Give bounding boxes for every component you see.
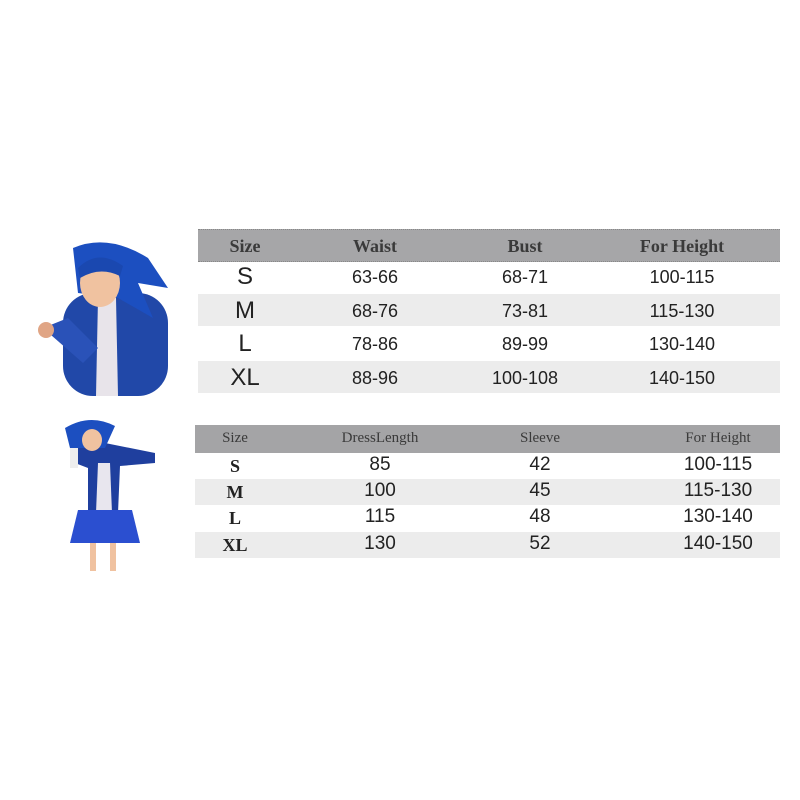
size-cell: M: [235, 297, 255, 324]
size-cell: XL: [222, 535, 248, 555]
value-cell: 85: [369, 454, 391, 475]
table-row: S 63-66 68-71 100-115: [198, 260, 780, 292]
size-cell: L: [228, 508, 242, 528]
column-header: Waist: [352, 236, 398, 256]
table-row: XL 130 52 140-150: [195, 532, 780, 558]
value-cell: 130-140: [648, 334, 716, 354]
size-chart-table-1: Size Waist Bust For Height S 63-66 68-71 100-11…: [198, 229, 780, 393]
size-cell: M: [226, 482, 244, 502]
value-cell: 52: [529, 533, 551, 554]
value-cell: 68-76: [351, 301, 399, 321]
value-cell: 130: [364, 533, 396, 554]
column-header: Bust: [507, 236, 543, 256]
value-cell: 68-71: [501, 267, 549, 287]
value-cell: 48: [529, 506, 551, 527]
column-header: For Height: [685, 430, 751, 446]
table-row: S 85 42 100-115: [195, 453, 780, 479]
boy-costume-photo: [38, 242, 168, 396]
value-cell: 100-115: [649, 267, 715, 287]
size-cell: L: [238, 330, 252, 357]
value-cell: 78-86: [351, 334, 399, 354]
value-cell: 115-130: [649, 301, 715, 321]
value-cell: 45: [529, 480, 551, 501]
value-cell: 100-115: [683, 454, 753, 475]
table-row: M 68-76 73-81 115-130: [198, 294, 780, 326]
value-cell: 115: [364, 506, 396, 527]
girl-costume-photo: [65, 419, 155, 571]
value-cell: 63-66: [351, 267, 399, 287]
table-row: L 115 48 130-140: [195, 505, 780, 531]
column-header: For Height: [639, 236, 725, 256]
value-cell: 100-108: [491, 368, 559, 388]
column-header: Size: [222, 430, 248, 446]
value-cell: 140-150: [648, 368, 716, 388]
table-header-row: Size DressLength Sleeve For Height: [195, 425, 780, 453]
table-row: M 100 45 115-130: [195, 479, 780, 505]
column-header: Sleeve: [520, 430, 560, 446]
size-cell: S: [236, 263, 254, 290]
table-header-row: Size Waist Bust For Height: [198, 229, 780, 262]
value-cell: 89-99: [501, 334, 549, 354]
size-cell: XL: [230, 364, 260, 391]
column-header: DressLength: [341, 430, 419, 446]
value-cell: 115-130: [683, 480, 753, 501]
value-cell: 42: [529, 454, 551, 475]
column-header: Size: [229, 236, 261, 256]
value-cell: 88-96: [351, 368, 399, 388]
value-cell: 140-150: [683, 533, 753, 554]
table-row: L 78-86 89-99 130-140: [198, 327, 780, 359]
value-cell: 100: [364, 480, 396, 501]
table-row: XL 88-96 100-108 140-150: [198, 361, 780, 393]
value-cell: 73-81: [501, 301, 549, 321]
size-cell: S: [229, 456, 241, 476]
size-chart-table-2: Size DressLength Sleeve For Height S 85 42 100-…: [195, 425, 780, 560]
value-cell: 130-140: [683, 506, 753, 527]
